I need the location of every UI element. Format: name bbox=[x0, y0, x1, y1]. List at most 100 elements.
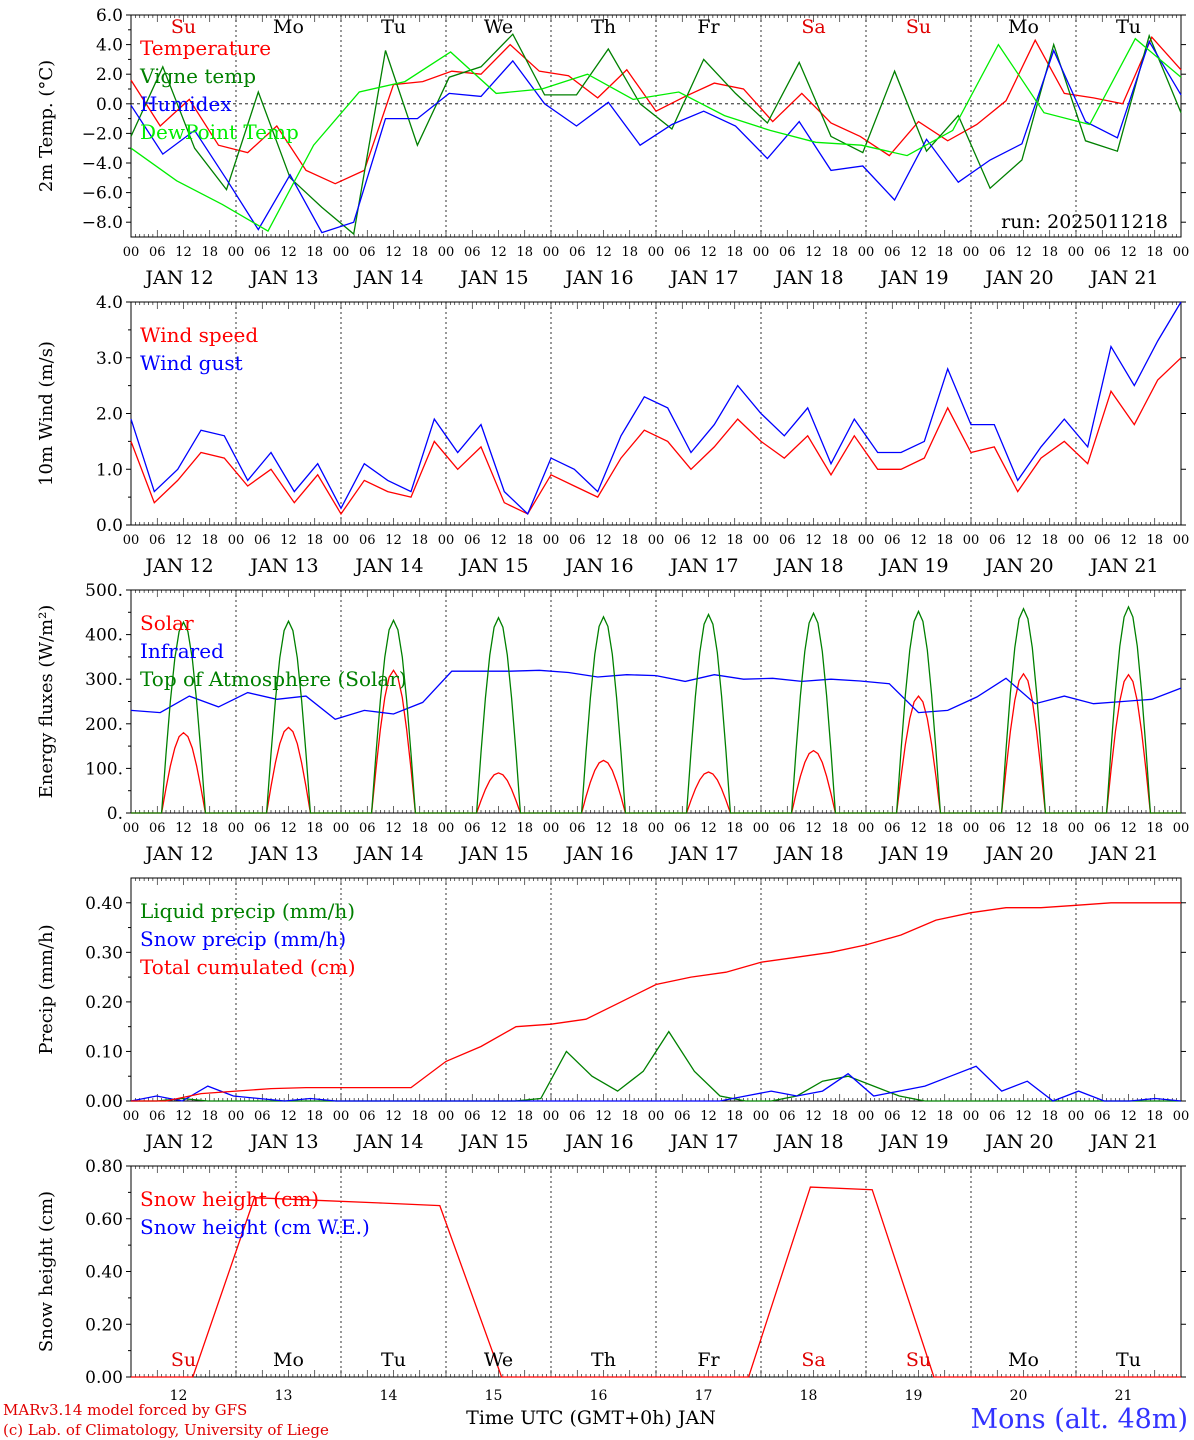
hour-tick-label: 06 bbox=[254, 533, 271, 548]
panel-3: Energy fluxes (W/m²) bbox=[36, 589, 1186, 814]
y-tick-label: 500. bbox=[85, 581, 123, 601]
date-label: JAN 12 bbox=[143, 843, 213, 865]
hour-tick-label: 12 bbox=[280, 821, 297, 836]
date-label: JAN 16 bbox=[563, 843, 633, 865]
hour-tick-label: 00 bbox=[1173, 1109, 1190, 1124]
y-axis-label: Energy fluxes (W/m²) bbox=[36, 605, 57, 799]
weekday-label: Tu bbox=[1116, 1349, 1141, 1371]
y-tick-label: 0.0 bbox=[96, 95, 123, 115]
hour-tick-label: 18 bbox=[516, 1109, 533, 1124]
series-line-snow-precip-mm-h- bbox=[130, 1065, 1182, 1102]
hour-tick-label: 12 bbox=[595, 821, 612, 836]
day-number-label: 18 bbox=[800, 1388, 818, 1404]
hour-tick-label: 12 bbox=[490, 1109, 507, 1124]
hour-tick-label: 00 bbox=[753, 245, 770, 260]
weekday-label: Tu bbox=[381, 1349, 406, 1371]
hour-tick-label: 18 bbox=[831, 245, 848, 260]
date-label: JAN 15 bbox=[458, 1131, 528, 1153]
y-tick-label: −6.0 bbox=[82, 184, 123, 204]
hour-tick-label: 06 bbox=[254, 821, 271, 836]
hour-tick-label: 06 bbox=[989, 533, 1006, 548]
date-label: JAN 20 bbox=[983, 267, 1053, 289]
y-tick-label: 2.0 bbox=[96, 65, 123, 85]
hour-tick-label: 06 bbox=[674, 821, 691, 836]
hour-tick-label: 00 bbox=[1068, 533, 1085, 548]
date-label: JAN 19 bbox=[878, 555, 948, 577]
y-tick-label: 0.40 bbox=[85, 894, 123, 914]
weekday-label: Fr bbox=[697, 1349, 720, 1371]
hour-tick-label: 06 bbox=[359, 821, 376, 836]
y-axis-label: Precip (mm/h) bbox=[36, 924, 57, 1054]
hour-tick-label: 00 bbox=[1173, 245, 1190, 260]
date-label: JAN 14 bbox=[353, 267, 423, 289]
hour-tick-label: 12 bbox=[175, 1109, 192, 1124]
legend-entry: Snow height (cm) bbox=[140, 1187, 319, 1211]
hour-tick-label: 00 bbox=[333, 821, 350, 836]
hour-tick-label: 06 bbox=[569, 533, 586, 548]
y-tick-label: −2.0 bbox=[82, 124, 123, 144]
hour-tick-label: 00 bbox=[228, 821, 245, 836]
hour-tick-label: 00 bbox=[1068, 821, 1085, 836]
y-tick-label: 0.40 bbox=[85, 1263, 123, 1283]
legend-entry: Infrared bbox=[140, 639, 224, 663]
date-label: JAN 16 bbox=[563, 267, 633, 289]
legend-entry: DewPoint Temp bbox=[140, 120, 299, 144]
y-tick-label: 300. bbox=[85, 670, 123, 690]
hour-tick-label: 12 bbox=[1015, 245, 1032, 260]
date-label: JAN 16 bbox=[563, 555, 633, 577]
y-tick-label: 0.60 bbox=[85, 1210, 123, 1230]
y-tick-label: 3.0 bbox=[96, 349, 123, 369]
series-line-humidex bbox=[130, 40, 1182, 234]
day-number-label: 20 bbox=[1010, 1388, 1028, 1404]
hour-tick-label: 00 bbox=[963, 245, 980, 260]
hour-tick-label: 18 bbox=[1041, 533, 1058, 548]
day-number-label: 15 bbox=[485, 1388, 503, 1404]
hour-tick-label: 00 bbox=[438, 533, 455, 548]
hour-tick-label: 18 bbox=[621, 533, 638, 548]
y-tick-label: 200. bbox=[85, 715, 123, 735]
hour-tick-label: 06 bbox=[1094, 533, 1111, 548]
hour-tick-label: 00 bbox=[648, 533, 665, 548]
hour-tick-label: 00 bbox=[543, 533, 560, 548]
hour-tick-label: 00 bbox=[963, 533, 980, 548]
hour-tick-label: 18 bbox=[411, 245, 428, 260]
weekday-label: Mo bbox=[273, 16, 304, 38]
y-tick-label: 0.30 bbox=[85, 943, 123, 963]
date-label: JAN 14 bbox=[353, 1131, 423, 1153]
hour-tick-label: 06 bbox=[464, 1109, 481, 1124]
hour-tick-label: 06 bbox=[569, 821, 586, 836]
legend-entry: Top of Atmosphere (Solar) bbox=[140, 667, 407, 691]
day-number-label: 16 bbox=[590, 1388, 608, 1404]
date-label: JAN 12 bbox=[143, 267, 213, 289]
day-number-label: 21 bbox=[1115, 1388, 1133, 1404]
hour-tick-label: 12 bbox=[385, 245, 402, 260]
hour-tick-label: 12 bbox=[1120, 533, 1137, 548]
legend-entry: Wind gust bbox=[140, 351, 243, 375]
series-line-snow-height-cm- bbox=[131, 1186, 1181, 1378]
hour-tick-label: 06 bbox=[779, 1109, 796, 1124]
hour-tick-label: 12 bbox=[1120, 821, 1137, 836]
hour-tick-label: 18 bbox=[516, 245, 533, 260]
hour-tick-label: 12 bbox=[490, 245, 507, 260]
date-label: JAN 21 bbox=[1088, 1131, 1158, 1153]
hour-tick-label: 06 bbox=[1094, 245, 1111, 260]
weekday-label: Su bbox=[906, 16, 931, 38]
hour-tick-label: 18 bbox=[726, 245, 743, 260]
hour-tick-label: 12 bbox=[385, 533, 402, 548]
series-line-wind-gust bbox=[130, 301, 1182, 516]
hour-tick-label: 06 bbox=[569, 1109, 586, 1124]
hour-tick-label: 18 bbox=[411, 821, 428, 836]
hour-tick-label: 00 bbox=[753, 533, 770, 548]
hour-tick-label: 12 bbox=[910, 533, 927, 548]
hour-tick-label: 00 bbox=[858, 1109, 875, 1124]
hour-tick-label: 18 bbox=[936, 1109, 953, 1124]
hour-tick-label: 06 bbox=[989, 245, 1006, 260]
hour-tick-label: 12 bbox=[700, 1109, 717, 1124]
weekday-label: Th bbox=[591, 16, 616, 38]
day-number-label: 14 bbox=[380, 1388, 398, 1404]
hour-tick-label: 06 bbox=[149, 1109, 166, 1124]
legend-entry: Total cumulated (cm) bbox=[140, 955, 356, 979]
weekday-label: We bbox=[484, 16, 513, 38]
panel-5: Snow height (cm) bbox=[36, 1165, 1186, 1378]
hour-tick-label: 12 bbox=[490, 821, 507, 836]
